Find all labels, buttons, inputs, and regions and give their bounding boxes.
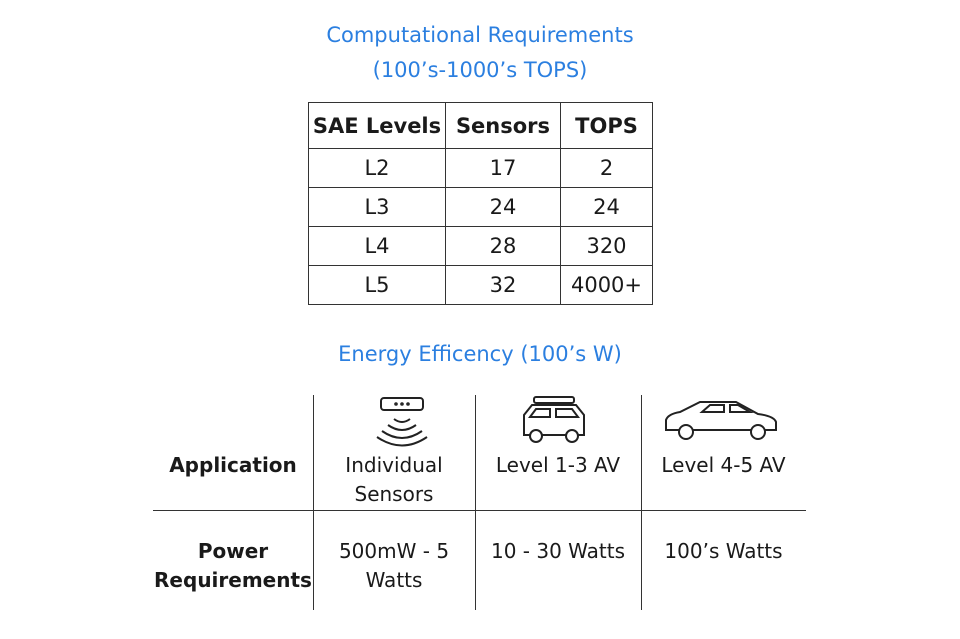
header-cell: Sensors [445, 102, 561, 149]
divider [475, 395, 476, 610]
cell: Level 1-3 AV [475, 451, 641, 480]
table-cell: L4 [308, 226, 446, 266]
section-title: Energy Efficency (100’s W) [338, 342, 622, 366]
text-line: Requirements [154, 568, 312, 592]
table-cell: 2 [560, 148, 653, 188]
table-cell: L3 [308, 187, 446, 227]
table-cell: 28 [445, 226, 561, 266]
header-cell: TOPS [560, 102, 653, 149]
table-row: L3 24 24 [308, 187, 653, 227]
table-row: L2 17 2 [308, 148, 653, 188]
divider [153, 510, 806, 511]
table-row: L5 32 4000+ [308, 265, 653, 305]
cell: Individual Sensors [313, 451, 475, 509]
text-line: 500mW - 5 [338, 539, 450, 563]
title-line: Computational Requirements [326, 23, 634, 47]
tops-table: SAE Levels Sensors TOPS L2 17 2 L3 24 24 L4 28 320… [308, 102, 653, 305]
table-row: L4 28 320 [308, 226, 653, 266]
table-cell: 24 [445, 187, 561, 227]
table-cell: L5 [308, 265, 446, 305]
row-label: Application [153, 451, 313, 480]
table-cell: 32 [445, 265, 561, 305]
table-cell: 24 [560, 187, 653, 227]
cell: 10 - 30 Watts [475, 537, 641, 566]
cell: 100’s Watts [641, 537, 806, 566]
table-cell: 17 [445, 148, 561, 188]
cell: 500mW - 5 Watts [313, 537, 475, 595]
table-cell: 320 [560, 226, 653, 266]
text-line: 10 - 30 Watts [490, 539, 626, 563]
van-icon [523, 396, 585, 443]
car-icon [665, 401, 777, 440]
text-line: 100’s Watts [664, 539, 783, 563]
text-line: Power [197, 539, 269, 563]
row-label: Power Requirements [153, 537, 313, 595]
table-cell: L2 [308, 148, 446, 188]
text-line: Level 1-3 AV [495, 453, 621, 477]
text-line: Sensors [354, 482, 434, 506]
text-line: Level 4-5 AV [661, 453, 786, 477]
title-line: (100’s-1000’s TOPS) [372, 58, 588, 82]
cell: Level 4-5 AV [641, 451, 806, 480]
text-line: Application [169, 453, 297, 477]
header-row: SAE Levels Sensors TOPS [308, 102, 653, 149]
divider [641, 395, 642, 610]
sensor-icon [376, 397, 428, 447]
divider [313, 395, 314, 610]
text-line: Individual [345, 453, 443, 477]
table-cell: 4000+ [560, 265, 653, 305]
text-line: Watts [365, 568, 423, 592]
header-cell: SAE Levels [308, 102, 446, 149]
